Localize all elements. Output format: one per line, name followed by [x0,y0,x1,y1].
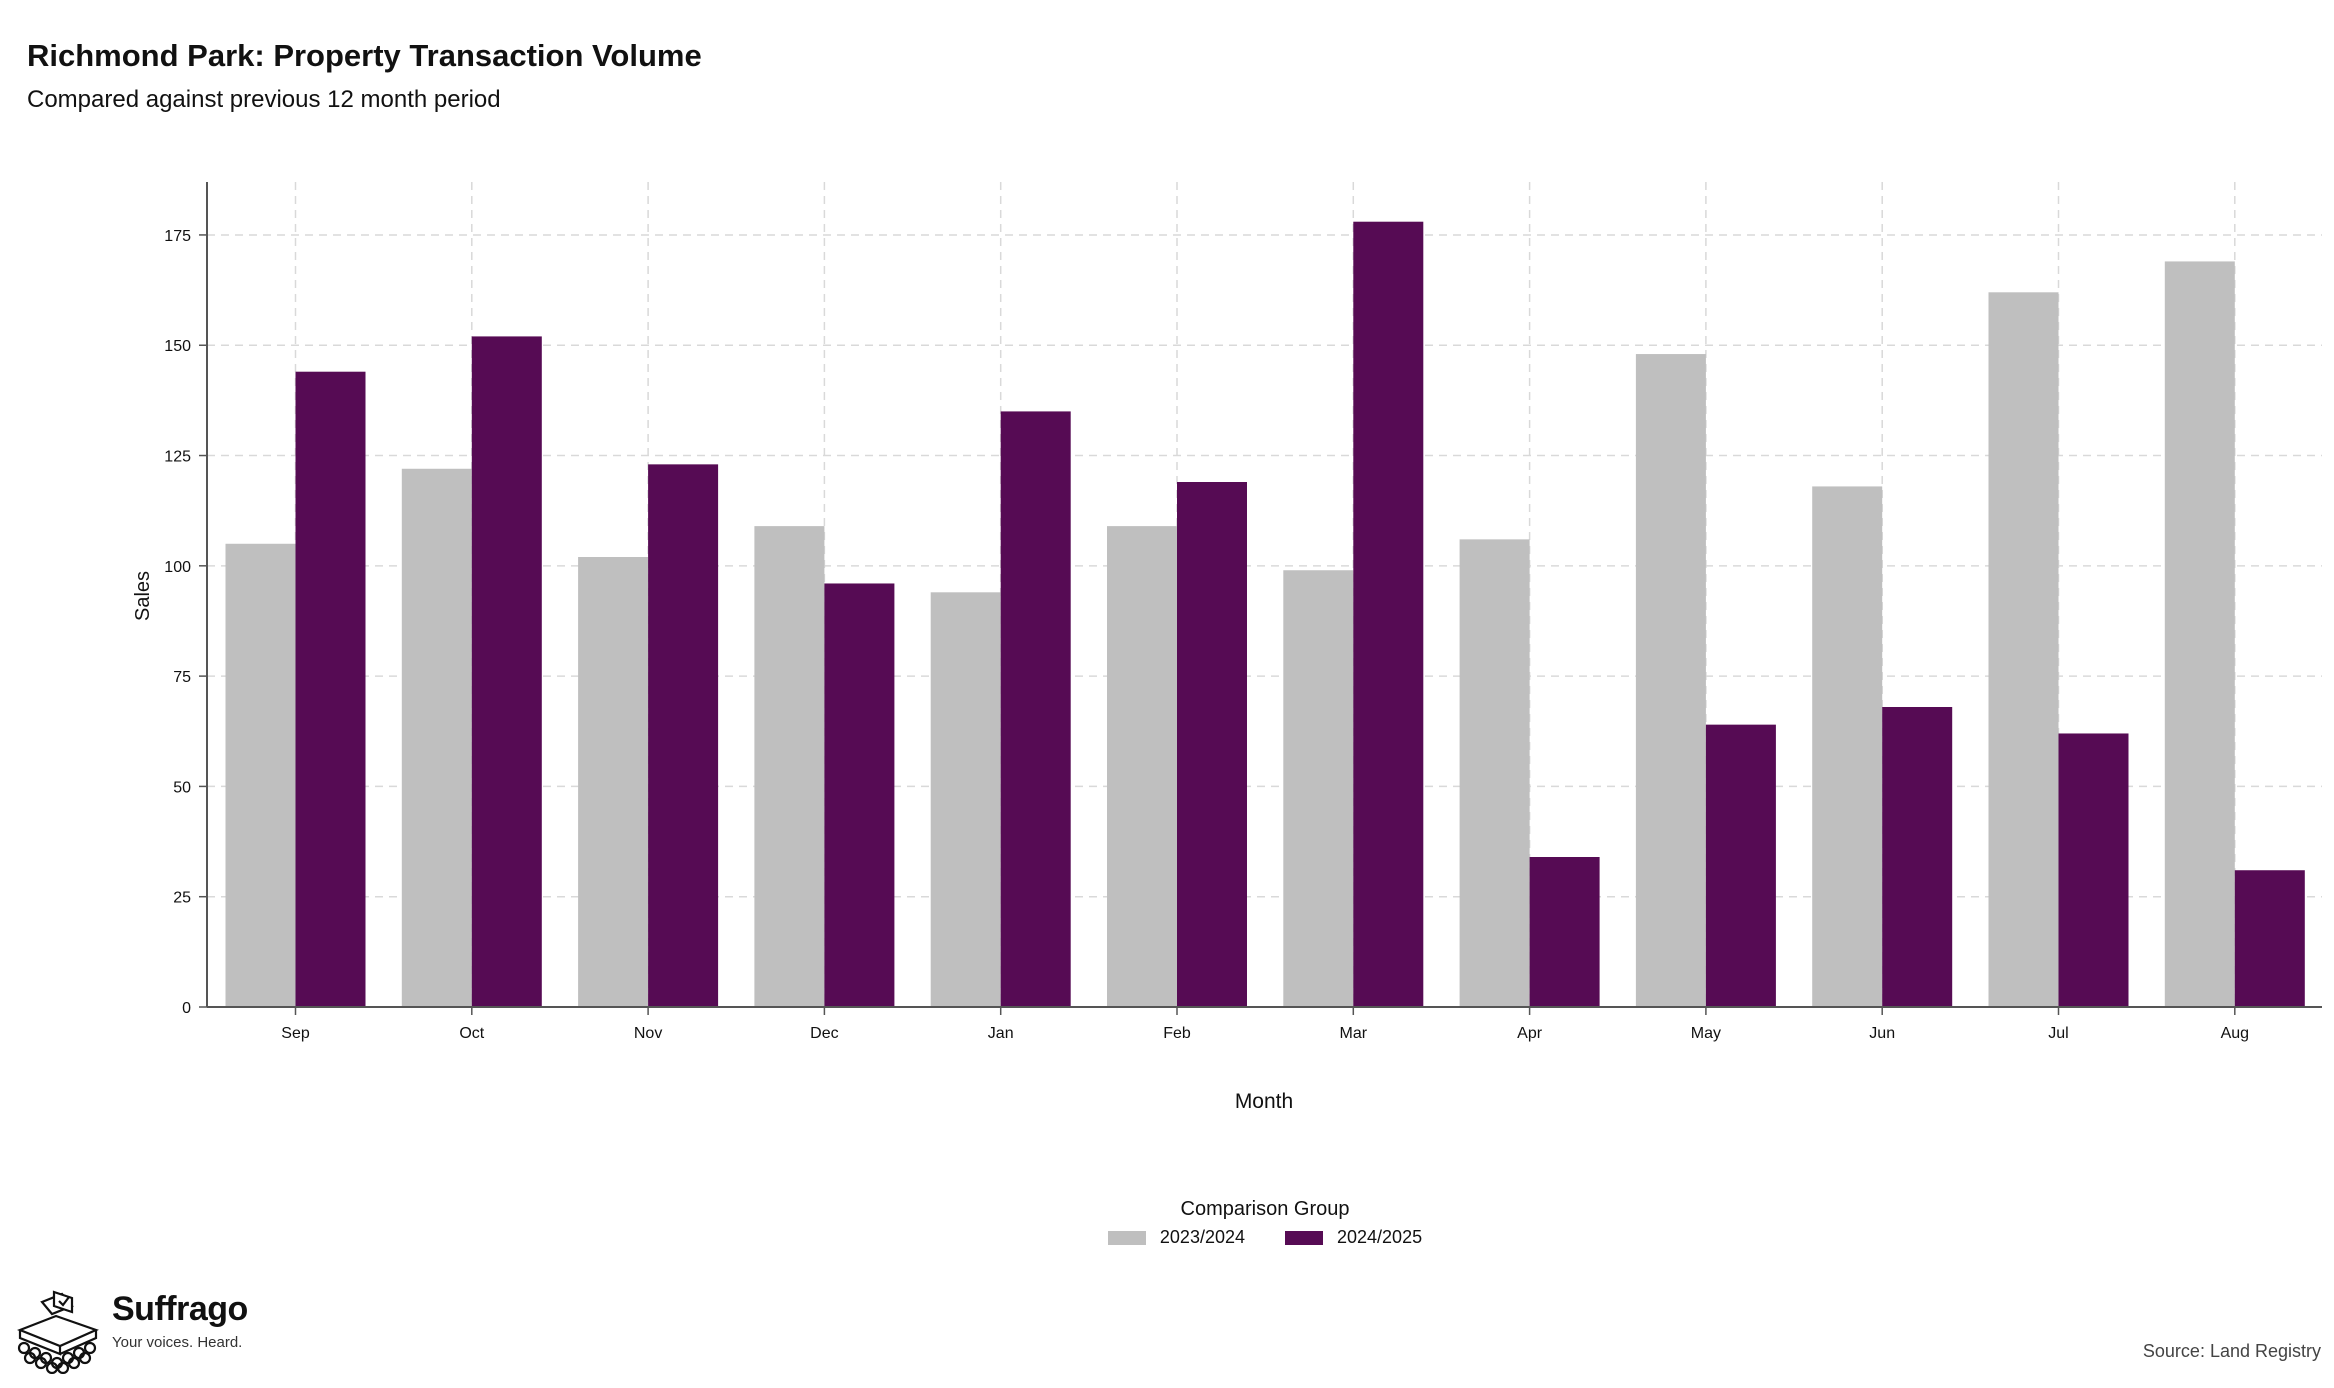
x-tick-label: Jun [1869,1025,1895,1042]
bar-2023-2024-jun [1812,486,1883,1008]
bar-2023-2024-nov [578,557,649,1007]
bar-2024-2025-aug [2234,870,2305,1007]
y-tick-label: 100 [164,559,191,576]
bar-chart: 0 25 50 75 100 125 150 175 Sep Oct Nov Dec Jan Feb Mar… [132,182,2322,1113]
brand-name: Suffrago [112,1290,248,1328]
y-axis-title: Sales [132,571,154,621]
x-tick-label: Oct [459,1025,484,1042]
axes [206,182,2322,1008]
y-tick-label: 150 [164,338,191,355]
bar-2023-2024-feb [1107,526,1177,1007]
ballot-box-icon [17,1290,99,1374]
bar-2024-2025-may [1705,724,1776,1007]
y-tick-label: 0 [182,1000,191,1017]
brand-tagline: Your voices. Heard. [112,1334,243,1351]
x-tick-label: Nov [634,1025,662,1042]
y-tick-label: 125 [164,449,191,466]
chart-title: Richmond Park: Property Transaction Volu… [27,38,702,73]
x-tick-label: Aug [2221,1025,2249,1042]
chart-subtitle: Compared against previous 12 month perio… [27,86,501,113]
x-tick-label: Dec [810,1025,838,1042]
bar-2023-2024-aug [2164,261,2235,1008]
legend-item-2023-2024: 2023/2024 [1107,1227,1245,1248]
brand-logo: Suffrago Your voices. Heard. [14,1290,248,1374]
bar-2023-2024-jan [930,592,1001,1007]
bar-2023-2024-mar [1283,570,1354,1007]
x-axis-title: Month [1235,1090,1293,1113]
legend: Comparison Group 2023/2024 2024/2025 [1090,1198,1440,1248]
y-tick-label: 75 [173,669,191,686]
x-tick-label: Feb [1163,1025,1191,1042]
legend-label-2024-2025: 2024/2025 [1337,1227,1423,1247]
legend-label-2023-2024: 2023/2024 [1159,1227,1245,1247]
x-tick-label: Sep [281,1025,310,1042]
bar-2024-2025-jun [1882,707,1953,1007]
bar-2024-2025-oct [471,336,542,1008]
x-tick-label: May [1691,1025,1721,1042]
x-tick-label: Mar [1340,1025,1368,1042]
bar-2023-2024-apr [1459,539,1530,1007]
legend-title: Comparison Group [1180,1198,1350,1220]
x-tick-label: Apr [1517,1025,1543,1042]
legend-swatch-2024-2025 [1285,1230,1323,1245]
bars [225,221,2305,1008]
source-note: Source: Land Registry [2142,1341,2321,1361]
legend-item-2024-2025: 2024/2025 [1285,1227,1422,1248]
bar-2024-2025-sep [295,371,366,1007]
bar-2023-2024-dec [754,526,825,1007]
bar-2024-2025-dec [824,583,895,1007]
bar-2023-2024-jul [1988,292,2059,1007]
y-tick-label: 50 [173,779,191,796]
x-tick-label: Jul [2048,1025,2068,1042]
bar-2023-2024-may [1635,354,1706,1007]
x-tick-label: Jan [988,1025,1014,1042]
bar-2024-2025-apr [1529,857,1600,1007]
bar-2023-2024-oct [401,468,472,1007]
bar-2024-2025-feb [1177,482,1247,1007]
legend-swatch-2023-2024 [1107,1230,1146,1245]
tick-labels: 0 25 50 75 100 125 150 175 Sep Oct Nov Dec Jan Feb Mar… [164,228,2249,1042]
y-tick-label: 175 [164,228,191,245]
bar-2024-2025-jan [1000,411,1071,1008]
bar-2024-2025-mar [1353,221,1424,1008]
bar-2024-2025-nov [648,464,719,1008]
bar-2024-2025-jul [2058,733,2129,1007]
y-tick-label: 25 [173,890,191,907]
bar-2023-2024-sep [225,543,296,1007]
